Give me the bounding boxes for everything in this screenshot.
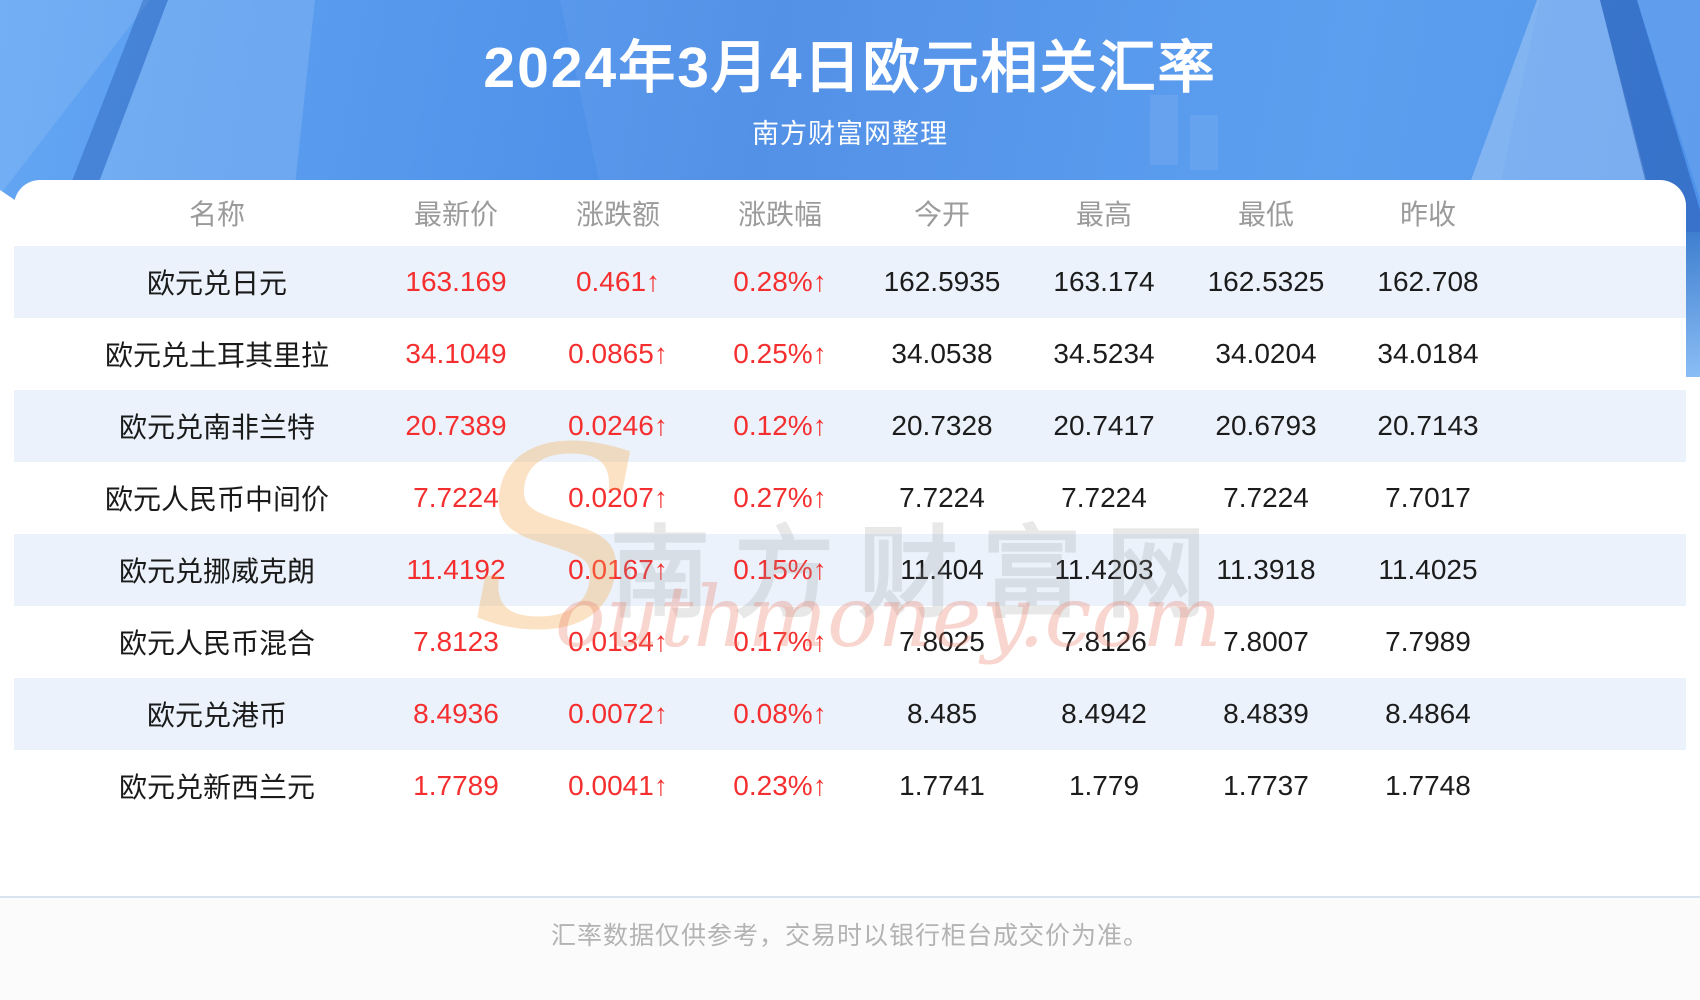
- table-row: 欧元兑新西兰元 1.7789 0.0041↑ 0.23%↑ 1.7741 1.779 1.7…: [14, 750, 1686, 822]
- pair-name: 欧元兑土耳其里拉: [104, 340, 329, 371]
- value-cell: 11.4203: [1054, 554, 1154, 585]
- value-cell: 20.7417: [1053, 410, 1155, 441]
- page-title: 2024年3月4日欧元相关汇率: [483, 36, 1217, 100]
- value-cell: 0.25%↑: [733, 338, 827, 369]
- value-cell: 7.7989: [1385, 626, 1471, 657]
- value-cell: 11.3918: [1216, 554, 1316, 585]
- footer: 汇率数据仅供参考，交易时以银行柜台成交价为准。: [0, 898, 1700, 1000]
- value-cell: 1.779: [1068, 770, 1140, 801]
- value-cell: 0.28%↑: [733, 266, 827, 297]
- column-header: 最低: [1237, 199, 1294, 230]
- hero-deco-bar: [1150, 95, 1178, 165]
- column-header: 今开: [913, 199, 970, 230]
- pair-name: 欧元兑挪威克朗: [118, 556, 315, 587]
- value-cell: 0.27%↑: [733, 482, 827, 513]
- value-cell: 7.8126: [1061, 626, 1147, 657]
- value-cell: 7.7224: [413, 482, 499, 513]
- value-cell: 7.8007: [1223, 626, 1309, 657]
- value-cell: 8.4936: [413, 698, 499, 729]
- table-header-row: 名称 最新价 涨跌额 涨跌幅 今开 最高 最低 昨收: [14, 180, 1686, 246]
- table-row: 欧元兑土耳其里拉 34.1049 0.0865↑ 0.25%↑ 34.0538 34.52…: [14, 318, 1686, 390]
- value-cell: 0.12%↑: [733, 410, 827, 441]
- value-cell: 0.0134↑: [568, 626, 668, 657]
- value-cell: 0.23%↑: [733, 770, 827, 801]
- value-cell: 0.15%↑: [733, 554, 827, 585]
- value-cell: 20.7143: [1377, 410, 1479, 441]
- value-cell: 11.4192: [406, 554, 506, 585]
- value-cell: 7.8123: [413, 626, 499, 657]
- column-header: 昨收: [1399, 199, 1456, 230]
- pair-name: 欧元人民币中间价: [104, 484, 329, 515]
- page-subtitle: 南方财富网整理: [752, 119, 948, 149]
- value-cell: 0.0865↑: [568, 338, 668, 369]
- footer-divider: [0, 896, 1700, 898]
- pair-name: 欧元兑港币: [146, 700, 287, 731]
- column-header: 最新价: [413, 199, 498, 230]
- value-cell: 163.169: [405, 266, 507, 297]
- value-cell: 34.1049: [405, 338, 507, 369]
- table-row: 欧元兑日元 163.169 0.461↑ 0.28%↑ 162.5935 163.174 1…: [14, 246, 1686, 318]
- table-row: 欧元兑挪威克朗 11.4192 0.0167↑ 0.15%↑ 11.404 11.4203…: [14, 534, 1686, 606]
- value-cell: 162.5935: [883, 266, 1001, 297]
- pair-name: 欧元兑南非兰特: [118, 412, 315, 443]
- value-cell: 0.08%↑: [733, 698, 827, 729]
- table-row: 欧元人民币混合 7.8123 0.0134↑ 0.17%↑ 7.8025 7.8126 7.…: [14, 606, 1686, 678]
- value-cell: 163.174: [1053, 266, 1155, 297]
- value-cell: 34.0204: [1215, 338, 1317, 369]
- hero-deco-bar: [1190, 115, 1218, 170]
- rates-card: 名称 最新价 涨跌额 涨跌幅 今开 最高 最低 昨收 欧元兑日元 163.169 0.461↑ 0.…: [14, 180, 1686, 822]
- table-row: 欧元兑南非兰特 20.7389 0.0246↑ 0.12%↑ 20.7328 20.741…: [14, 390, 1686, 462]
- value-cell: 162.708: [1377, 266, 1479, 297]
- table-row: 欧元兑港币 8.4936 0.0072↑ 0.08%↑ 8.485 8.4942 8.483…: [14, 678, 1686, 750]
- value-cell: 0.0072↑: [568, 698, 668, 729]
- value-cell: 0.461↑: [575, 266, 661, 297]
- value-cell: 0.17%↑: [733, 626, 827, 657]
- column-header: 涨跌额: [575, 199, 660, 230]
- value-cell: 20.6793: [1215, 410, 1317, 441]
- value-cell: 34.5234: [1053, 338, 1155, 369]
- value-cell: 7.7017: [1385, 482, 1471, 513]
- value-cell: 162.5325: [1207, 266, 1325, 297]
- value-cell: 7.7224: [899, 482, 985, 513]
- value-cell: 8.4839: [1223, 698, 1309, 729]
- pair-name: 欧元人民币混合: [118, 628, 315, 659]
- value-cell: 0.0167↑: [568, 554, 668, 585]
- pair-name: 欧元兑新西兰元: [118, 772, 315, 803]
- value-cell: 0.0246↑: [568, 410, 668, 441]
- table-body: 欧元兑日元 163.169 0.461↑ 0.28%↑ 162.5935 163.174 1…: [14, 246, 1686, 822]
- value-cell: 34.0538: [891, 338, 993, 369]
- value-cell: 8.4942: [1061, 698, 1147, 729]
- value-cell: 8.4864: [1385, 698, 1471, 729]
- value-cell: 7.7224: [1061, 482, 1147, 513]
- value-cell: 11.404: [900, 554, 984, 585]
- pair-name: 欧元兑日元: [146, 268, 287, 299]
- value-cell: 20.7328: [891, 410, 993, 441]
- value-cell: 1.7789: [413, 770, 499, 801]
- footer-note: 汇率数据仅供参考，交易时以银行柜台成交价为准。: [550, 922, 1149, 950]
- value-cell: 8.485: [906, 698, 978, 729]
- value-cell: 1.7748: [1385, 770, 1471, 801]
- value-cell: 0.0207↑: [568, 482, 668, 513]
- value-cell: 1.7737: [1223, 770, 1309, 801]
- column-header: 涨跌幅: [737, 199, 822, 230]
- value-cell: 34.0184: [1377, 338, 1479, 369]
- value-cell: 1.7741: [899, 770, 985, 801]
- column-header: 名称: [188, 199, 245, 230]
- value-cell: 20.7389: [405, 410, 507, 441]
- value-cell: 7.8025: [899, 626, 985, 657]
- column-header: 最高: [1075, 199, 1132, 230]
- value-cell: 0.0041↑: [568, 770, 668, 801]
- value-cell: 11.4025: [1378, 554, 1478, 585]
- value-cell: 7.7224: [1223, 482, 1309, 513]
- table-row: 欧元人民币中间价 7.7224 0.0207↑ 0.27%↑ 7.7224 7.7224 7…: [14, 462, 1686, 534]
- hero-right-sliver: [1686, 232, 1700, 377]
